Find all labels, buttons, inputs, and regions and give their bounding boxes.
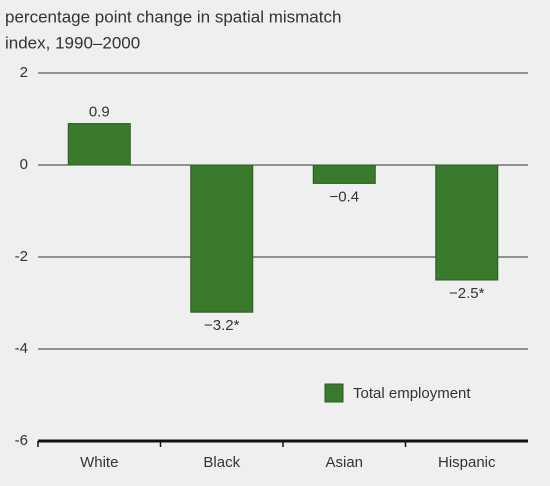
bar bbox=[312, 164, 376, 184]
x-tick-label: Hispanic bbox=[438, 454, 496, 471]
y-tick-label: -4 bbox=[15, 340, 28, 357]
x-tick-label: Black bbox=[203, 454, 240, 471]
x-tick-label: Asian bbox=[325, 454, 363, 471]
bar bbox=[435, 164, 499, 281]
x-tick-label: White bbox=[80, 454, 118, 471]
value-label: −3.2* bbox=[204, 317, 240, 334]
legend-label: Total employment bbox=[353, 385, 471, 402]
value-label: −0.4 bbox=[329, 188, 359, 205]
value-label: 0.9 bbox=[89, 104, 110, 121]
value-label: −2.5* bbox=[449, 285, 485, 302]
y-tick-label: -6 bbox=[15, 432, 28, 449]
bar bbox=[67, 123, 131, 166]
y-tick-label: 0 bbox=[20, 156, 28, 173]
y-tick-label: 2 bbox=[20, 64, 28, 81]
legend-swatch bbox=[324, 383, 344, 403]
chart-title: percentage point change in spatial misma… bbox=[5, 7, 341, 26]
bar bbox=[190, 164, 254, 313]
chart-title: index, 1990–2000 bbox=[5, 33, 140, 52]
y-tick-label: -2 bbox=[15, 248, 28, 265]
